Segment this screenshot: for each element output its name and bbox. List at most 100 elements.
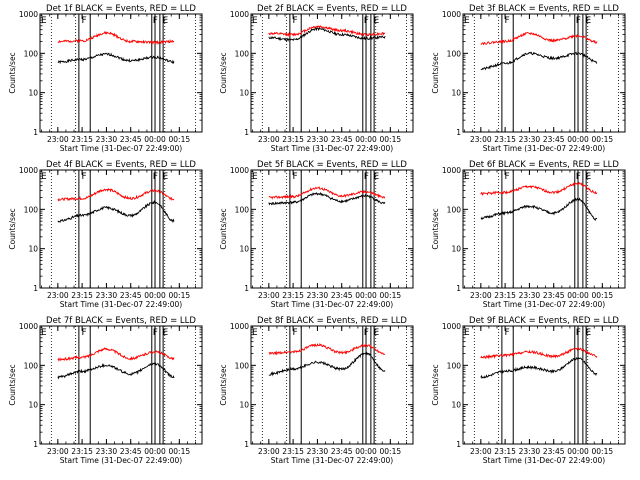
lld-series-line (480, 347, 598, 360)
detector-panel: Det 2f BLACK = Events, RED = LLD 1 10 100 10… (219, 4, 414, 153)
interval-marker-label: F (293, 16, 298, 26)
x-tick-label: 00:00 (355, 135, 377, 144)
events-series-line (480, 51, 598, 71)
y-tick-label: 100 (235, 49, 250, 58)
lld-series-line (480, 31, 598, 46)
y-tick-label: 10 (451, 401, 461, 410)
interval-marker-label: E (374, 16, 380, 26)
y-axis-label: Counts/sec (219, 52, 228, 93)
y-tick-label: 1 (33, 128, 38, 137)
y-axis-label: Counts/sec (219, 208, 228, 249)
events-series-line (57, 200, 175, 224)
x-tick-label: 23:45 (543, 291, 565, 300)
interval-marker-label: F (576, 172, 581, 182)
interval-marker-label: E (252, 172, 258, 182)
y-tick-label: 1000 (230, 322, 249, 331)
detector-panel: Det 5f BLACK = Events, RED = LLD 1 10 100 10… (219, 160, 414, 309)
events-series-line (480, 197, 598, 221)
y-tick-label: 100 (24, 361, 39, 370)
plot-frame (39, 169, 203, 289)
panel-title: Det 3f BLACK = Events, RED = LLD (469, 4, 619, 14)
y-tick-label: 1 (33, 440, 38, 449)
x-tick-label: 00:00 (144, 291, 166, 300)
x-tick-label: 23:00 (470, 135, 492, 144)
x-tick-label: 23:00 (258, 135, 280, 144)
x-tick-label: 00:00 (355, 447, 377, 456)
interval-marker-label: F (505, 16, 510, 26)
x-tick-label: 23:30 (519, 291, 541, 300)
interval-marker-label: E (252, 16, 258, 26)
y-tick-label: 1000 (442, 166, 461, 175)
x-tick-label: 23:00 (258, 291, 280, 300)
panel-title: Det 4f BLACK = Events, RED = LLD (46, 160, 196, 170)
y-axis-label: Counts/sec (431, 364, 440, 405)
y-tick-label: 10 (239, 89, 249, 98)
x-tick-label: 00:00 (567, 447, 589, 456)
panel-title: Det 5f BLACK = Events, RED = LLD (257, 160, 407, 170)
interval-marker-label: E (41, 16, 47, 26)
y-axis-label: Counts/sec (8, 52, 17, 93)
interval-marker-label: F (364, 328, 369, 338)
lld-series-line (480, 181, 598, 196)
interval-marker-label: E (586, 16, 592, 26)
y-tick-label: 1000 (19, 166, 38, 175)
plot-frame (462, 13, 626, 133)
x-tick-label: 23:45 (120, 447, 142, 456)
y-axis-label: Counts/sec (431, 208, 440, 249)
interval-marker-label: F (82, 328, 87, 338)
panel-title: Det 9f BLACK = Events, RED = LLD (469, 316, 619, 326)
x-axis-label: Start Time (31-Dec-07 22:49:00) (60, 456, 182, 465)
y-tick-label: 1000 (442, 322, 461, 331)
interval-marker-label: F (364, 172, 369, 182)
y-tick-label: 100 (235, 361, 250, 370)
x-tick-label: 23:45 (331, 135, 353, 144)
x-tick-label: 00:15 (169, 291, 191, 300)
panel-title: Det 8f BLACK = Events, RED = LLD (257, 316, 407, 326)
x-tick-label: 23:45 (543, 135, 565, 144)
interval-marker-label: F (293, 172, 298, 182)
interval-marker-label: F (505, 328, 510, 338)
x-tick-label: 23:45 (331, 291, 353, 300)
events-series-line (57, 52, 175, 65)
y-tick-label: 1000 (442, 10, 461, 19)
x-tick-label: 00:15 (380, 291, 402, 300)
plot-frame (250, 169, 414, 289)
y-tick-label: 1 (244, 440, 249, 449)
plot-frame (39, 13, 203, 133)
events-series-line (268, 351, 386, 377)
x-tick-label: 23:15 (494, 447, 516, 456)
interval-marker-label: F (293, 328, 298, 338)
y-tick-label: 1000 (230, 166, 249, 175)
x-tick-label: 23:15 (282, 291, 304, 300)
y-axis-label: Counts/sec (219, 364, 228, 405)
panel-title: Det 1f BLACK = Events, RED = LLD (46, 4, 196, 14)
x-tick-label: 23:30 (307, 135, 329, 144)
x-tick-label: 23:00 (258, 447, 280, 456)
interval-marker-label: F (153, 172, 158, 182)
interval-marker-label: E (464, 172, 470, 182)
x-tick-label: 00:00 (355, 291, 377, 300)
x-axis-label: Start Time (31-Dec-07 22:49:00) (60, 300, 182, 309)
x-tick-label: 23:45 (331, 447, 353, 456)
x-tick-label: 23:15 (71, 291, 93, 300)
interval-marker-label: E (464, 16, 470, 26)
x-tick-label: 00:15 (380, 135, 402, 144)
x-axis-label: Start Time (31-Dec-07 22:49:00) (271, 456, 393, 465)
panel-title: Det 6f BLACK = Events, RED = LLD (469, 160, 619, 170)
interval-marker-label: F (576, 328, 581, 338)
interval-marker-label: F (576, 16, 581, 26)
panel-title: Det 7f BLACK = Events, RED = LLD (46, 316, 196, 326)
x-tick-label: 00:15 (592, 135, 614, 144)
detector-panel: Det 3f BLACK = Events, RED = LLD 1 10 100 10… (431, 4, 626, 153)
detector-panel: Det 4f BLACK = Events, RED = LLD 1 10 100 10… (8, 160, 203, 309)
events-series-line (268, 26, 386, 43)
lld-series-line (57, 187, 175, 202)
x-tick-label: 00:15 (592, 447, 614, 456)
detector-panel: Det 8f BLACK = Events, RED = LLD 1 10 100 10… (219, 316, 414, 465)
interval-marker-label: F (364, 16, 369, 26)
x-tick-label: 00:15 (169, 447, 191, 456)
interval-marker-label: E (464, 328, 470, 338)
panel-title: Det 2f BLACK = Events, RED = LLD (257, 4, 407, 14)
x-tick-label: 23:15 (282, 135, 304, 144)
